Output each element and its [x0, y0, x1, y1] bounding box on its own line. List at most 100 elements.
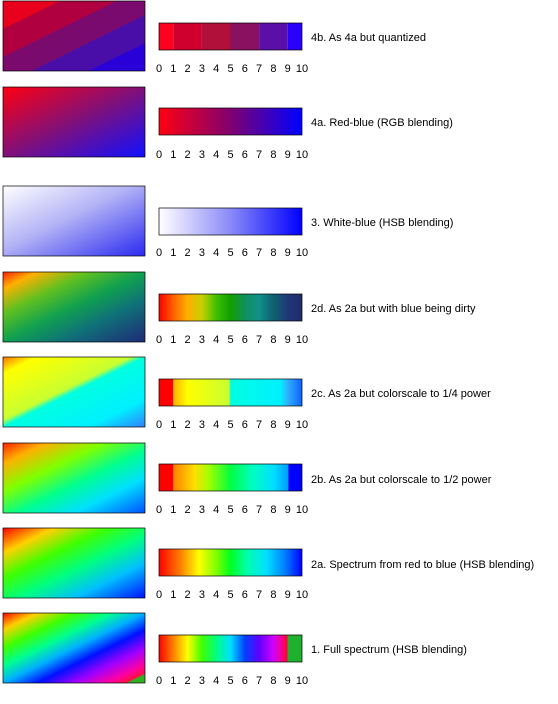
tick-label: 4: [213, 247, 219, 259]
tick-label: 8: [270, 149, 276, 161]
ticks-4a: 0 1 2 3 4 5 6 7 8 9 10: [156, 149, 308, 161]
tick-label: 10: [296, 504, 308, 516]
tick-label: 9: [285, 63, 291, 75]
tick-label: 10: [296, 247, 308, 259]
tick-label: 7: [256, 675, 262, 687]
swatch-2a: [2, 527, 146, 599]
tick-label: 4: [213, 504, 219, 516]
tick-label: 5: [227, 149, 233, 161]
tick-label: 0: [156, 504, 162, 516]
tick-label: 3: [199, 504, 205, 516]
panel-2d: 0 1 2 3 4 5 6 7 8 9 10 2d. As 2a but with blue bei…: [2, 271, 476, 346]
tick-label: 1: [170, 504, 176, 516]
tick-label: 1: [170, 675, 176, 687]
tick-label: 3: [199, 149, 205, 161]
tick-label: 7: [256, 149, 262, 161]
panel-4a: 0 1 2 3 4 5 6 7 8 9 10 4a. Red-blue (RGB blending): [2, 86, 453, 161]
tick-label: 5: [227, 63, 233, 75]
tick-label: 2: [185, 63, 191, 75]
ticks-2c: 0 1 2 3 4 5 6 7 8 9 10: [156, 419, 308, 431]
tick-label: 5: [227, 675, 233, 687]
tick-label: 5: [227, 504, 233, 516]
tick-label: 7: [256, 63, 262, 75]
tick-label: 5: [227, 247, 233, 259]
swatch-4a: [2, 86, 146, 158]
caption-2d: 2d. As 2a but with blue being dirty: [311, 303, 476, 315]
tick-label: 9: [285, 504, 291, 516]
tick-label: 1: [170, 589, 176, 601]
swatch-2d: [2, 271, 146, 343]
tick-label: 1: [170, 63, 176, 75]
tick-label: 5: [227, 334, 233, 346]
panel-3: 0 1 2 3 4 5 6 7 8 9 10 3. White-blue (HSB blending…: [2, 185, 453, 259]
caption-2b: 2b. As 2a but colorscale to 1/2 power: [311, 474, 492, 486]
tick-label: 10: [296, 589, 308, 601]
tick-label: 0: [156, 247, 162, 259]
colorbar-1: [158, 634, 303, 663]
tick-label: 10: [296, 419, 308, 431]
ticks-2b: 0 1 2 3 4 5 6 7 8 9 10: [156, 504, 308, 516]
tick-label: 6: [242, 419, 248, 431]
tick-label: 1: [170, 334, 176, 346]
tick-label: 9: [285, 675, 291, 687]
tick-label: 6: [242, 504, 248, 516]
caption-2c: 2c. As 2a but colorscale to 1/4 power: [311, 388, 491, 400]
tick-label: 9: [285, 334, 291, 346]
tick-label: 4: [213, 334, 219, 346]
ticks-3: 0 1 2 3 4 5 6 7 8 9 10: [156, 247, 308, 259]
tick-label: 4: [213, 419, 219, 431]
caption-4a: 4a. Red-blue (RGB blending): [311, 117, 453, 129]
tick-label: 7: [256, 504, 262, 516]
tick-label: 9: [285, 419, 291, 431]
tick-label: 0: [156, 419, 162, 431]
tick-label: 0: [156, 675, 162, 687]
tick-label: 6: [242, 149, 248, 161]
ticks-2d: 0 1 2 3 4 5 6 7 8 9 10: [156, 334, 308, 346]
tick-label: 8: [270, 589, 276, 601]
tick-label: 10: [296, 149, 308, 161]
tick-label: 6: [242, 589, 248, 601]
swatch-2c: [2, 356, 146, 428]
tick-label: 2: [185, 247, 191, 259]
tick-label: 3: [199, 419, 205, 431]
colorbar-4a: [158, 107, 303, 136]
tick-label: 8: [270, 247, 276, 259]
tick-label: 3: [199, 63, 205, 75]
tick-label: 8: [270, 334, 276, 346]
tick-label: 7: [256, 334, 262, 346]
panel-2b: 0 1 2 3 4 5 6 7 8 9 10 2b. As 2a but colorscale to…: [2, 442, 492, 516]
tick-label: 6: [242, 63, 248, 75]
tick-label: 10: [296, 334, 308, 346]
tick-label: 4: [213, 63, 219, 75]
colorbar-2d: [158, 293, 303, 322]
panel-4b: 0 1 2 3 4 5 6 7 8 9 10 4b. As 4a but quantized: [2, 0, 426, 75]
tick-label: 2: [185, 675, 191, 687]
tick-label: 2: [185, 419, 191, 431]
tick-label: 3: [199, 589, 205, 601]
tick-label: 3: [199, 675, 205, 687]
tick-label: 2: [185, 504, 191, 516]
tick-label: 0: [156, 589, 162, 601]
colorbar-3: [158, 207, 303, 236]
tick-label: 8: [270, 63, 276, 75]
tick-label: 7: [256, 247, 262, 259]
tick-label: 1: [170, 247, 176, 259]
tick-label: 9: [285, 247, 291, 259]
tick-label: 8: [270, 675, 276, 687]
swatch-2b: [2, 442, 146, 514]
tick-label: 4: [213, 675, 219, 687]
tick-label: 6: [242, 247, 248, 259]
tick-label: 4: [213, 149, 219, 161]
swatch-4b: [2, 0, 146, 72]
tick-label: 6: [242, 675, 248, 687]
tick-label: 5: [227, 589, 233, 601]
tick-label: 7: [256, 589, 262, 601]
tick-label: 0: [156, 334, 162, 346]
panel-1: 0 1 2 3 4 5 6 7 8 9 10 1. Full spectrum (HSB blend…: [2, 612, 467, 687]
tick-label: 0: [156, 149, 162, 161]
tick-label: 10: [296, 675, 308, 687]
tick-label: 9: [285, 589, 291, 601]
swatch-1: [2, 612, 146, 684]
caption-2a: 2a. Spectrum from red to blue (HSB blend…: [311, 559, 534, 571]
tick-label: 0: [156, 63, 162, 75]
